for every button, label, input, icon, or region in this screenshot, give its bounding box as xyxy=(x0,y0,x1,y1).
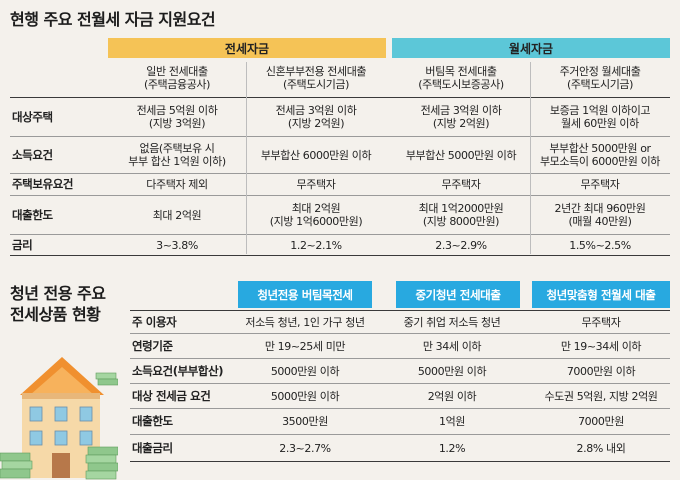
top-cell: 3~3.8% xyxy=(156,238,198,252)
bottom-row-label-income: 소득요건(부부합산) xyxy=(132,363,224,378)
bottom-cell: 5000만원 이하 xyxy=(270,364,340,378)
top-row-label-income: 소득요건 xyxy=(12,147,53,162)
bottom-cell: 1.2% xyxy=(438,441,466,455)
top-cell: 2.3~2.9% xyxy=(435,238,487,252)
top-cell: 1.2~2.1% xyxy=(290,238,342,252)
bottom-cell: 2억원 이하 xyxy=(427,389,477,403)
youth-col-header-2: 중기청년 전세대출 xyxy=(396,281,520,308)
bottom-cell: 무주택자 xyxy=(581,315,621,329)
top-cell: 없음(주택보유 시 부부 합산 1억원 이하) xyxy=(128,142,226,168)
bottom-cell: 5000만원 이하 xyxy=(270,389,340,403)
bottom-row-label-loan-limit: 대출한도 xyxy=(132,414,173,428)
top-row-label-interest: 금리 xyxy=(12,237,33,252)
bottom-table-title: 청년 전용 주요 전세상품 현황 xyxy=(10,284,106,324)
bottom-row-label-user: 주 이용자 xyxy=(132,314,177,329)
bottom-cell: 만 34세 이하 xyxy=(422,339,482,353)
top-cell: 부부합산 5000만원 이하 xyxy=(405,148,517,162)
top-cell: 무주택자 xyxy=(441,178,481,191)
top-row-label-loan-limit: 대출한도 xyxy=(12,207,53,222)
top-cell: 전세금 5억원 이하 (지방 3억원) xyxy=(136,104,218,130)
bottom-cell: 7000만원 xyxy=(578,415,624,428)
house-money-illustration xyxy=(0,357,118,480)
top-cell: 다주택자 제외 xyxy=(146,178,208,191)
bottom-cell: 1억원 xyxy=(438,415,466,428)
top-cell: 최대 2억원 (지방 1억6000만원) xyxy=(269,202,363,228)
top-cell: 부부합산 5000만원 or 부모소득이 6000만원 이하 xyxy=(539,142,661,168)
bottom-cell: 수도권 5억원, 지방 2억원 xyxy=(544,389,658,403)
top-cell: 최대 1억2000만원 (지방 8000만원) xyxy=(418,202,504,228)
bottom-cell: 만 19~34세 이하 xyxy=(560,339,642,353)
top-col-header-4: 주거안정 월세대출 (주택도시기금) xyxy=(559,65,641,91)
bottom-cell: 만 19~25세 미만 xyxy=(264,339,346,353)
top-cell: 2년간 최대 960만원 (매월 40만원) xyxy=(554,202,646,228)
top-cell: 보증금 1억원 이하이고 월세 60만원 이하 xyxy=(549,104,651,130)
bottom-cell: 저소득 청년, 1인 가구 청년 xyxy=(245,315,365,329)
top-col-header-3: 버팀목 전세대출 (주택도시보증공사) xyxy=(418,65,504,91)
bottom-cell: 중기 취업 저소득 청년 xyxy=(403,315,501,329)
top-cell: 부부합산 6000만원 이하 xyxy=(260,148,372,162)
top-col-header-2: 신혼부부전용 전세대출 (주택도시기금) xyxy=(265,65,367,91)
top-cell: 최대 2억원 xyxy=(152,208,202,222)
top-row-label-target-house: 대상주택 xyxy=(12,109,53,124)
top-row-label-ownership: 주택보유요건 xyxy=(12,177,74,191)
top-cell: 무주택자 xyxy=(296,178,336,191)
bottom-row-label-deposit: 대상 전세금 요건 xyxy=(132,388,211,403)
top-cell: 전세금 3억원 이하 (지방 2억원) xyxy=(275,104,357,130)
bottom-cell: 7000만원 이하 xyxy=(566,364,636,378)
bottom-row-label-interest: 대출금리 xyxy=(132,440,173,455)
top-col-header-1: 일반 전세대출 (주택금융공사) xyxy=(143,65,211,91)
bottom-cell: 3500만원 xyxy=(282,415,328,428)
bottom-cell: 2.3~2.7% xyxy=(279,441,331,455)
youth-col-header-1: 청년전용 버팀목전세 xyxy=(238,281,372,308)
bottom-cell: 5000만원 이하 xyxy=(417,364,487,378)
wolse-group-header: 월세자금 xyxy=(392,38,670,58)
top-cell: 1.5%~2.5% xyxy=(569,238,631,252)
top-cell: 무주택자 xyxy=(580,178,620,191)
top-table-title: 현행 주요 전월세 자금 지원요건 xyxy=(10,10,216,29)
top-cell: 전세금 3억원 이하 (지방 2억원) xyxy=(420,104,502,130)
bottom-row-label-age: 연령기준 xyxy=(132,338,173,353)
jeonse-group-header: 전세자금 xyxy=(108,38,386,58)
bottom-cell: 2.8% 내외 xyxy=(576,441,626,455)
youth-col-header-3: 청년맞춤형 전월세 대출 xyxy=(532,281,670,308)
